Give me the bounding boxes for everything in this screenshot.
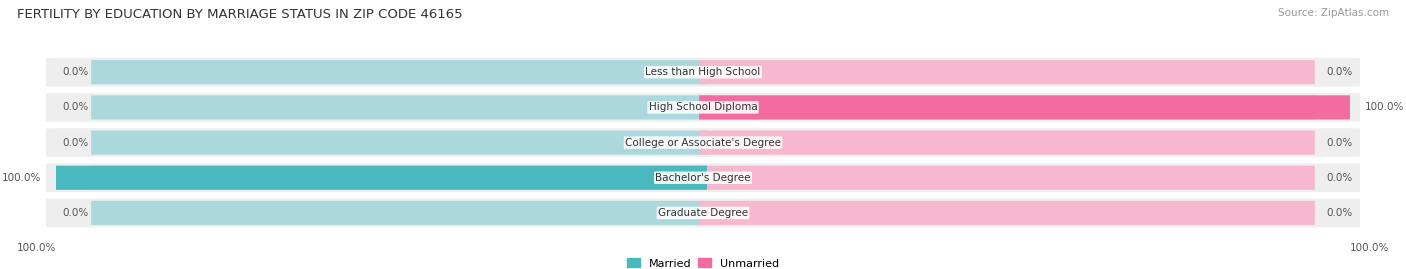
FancyBboxPatch shape <box>699 60 1315 84</box>
FancyBboxPatch shape <box>699 95 1315 119</box>
Legend: Married, Unmarried: Married, Unmarried <box>627 258 779 269</box>
FancyBboxPatch shape <box>46 199 1360 227</box>
FancyBboxPatch shape <box>46 58 1360 87</box>
Text: 0.0%: 0.0% <box>1326 208 1353 218</box>
FancyBboxPatch shape <box>46 93 1360 122</box>
Text: 0.0%: 0.0% <box>62 67 89 77</box>
FancyBboxPatch shape <box>91 201 707 225</box>
FancyBboxPatch shape <box>91 130 707 155</box>
FancyBboxPatch shape <box>699 166 1315 190</box>
Text: 100.0%: 100.0% <box>17 243 56 253</box>
Text: High School Diploma: High School Diploma <box>648 102 758 112</box>
FancyBboxPatch shape <box>91 60 707 84</box>
FancyBboxPatch shape <box>52 166 707 190</box>
Text: 0.0%: 0.0% <box>1326 137 1353 148</box>
FancyBboxPatch shape <box>46 128 1360 157</box>
Text: 0.0%: 0.0% <box>1326 67 1353 77</box>
Text: 0.0%: 0.0% <box>62 102 89 112</box>
Text: 0.0%: 0.0% <box>1326 173 1353 183</box>
FancyBboxPatch shape <box>699 130 1315 155</box>
FancyBboxPatch shape <box>699 201 1315 225</box>
Text: 100.0%: 100.0% <box>1 173 41 183</box>
Text: 0.0%: 0.0% <box>62 137 89 148</box>
Text: Less than High School: Less than High School <box>645 67 761 77</box>
Text: Graduate Degree: Graduate Degree <box>658 208 748 218</box>
FancyBboxPatch shape <box>46 163 1360 192</box>
Text: 100.0%: 100.0% <box>1350 243 1389 253</box>
Text: Bachelor's Degree: Bachelor's Degree <box>655 173 751 183</box>
Text: 100.0%: 100.0% <box>1365 102 1405 112</box>
Text: College or Associate's Degree: College or Associate's Degree <box>626 137 780 148</box>
FancyBboxPatch shape <box>699 95 1354 119</box>
FancyBboxPatch shape <box>91 166 707 190</box>
Text: 0.0%: 0.0% <box>62 208 89 218</box>
Text: Source: ZipAtlas.com: Source: ZipAtlas.com <box>1278 8 1389 18</box>
Text: FERTILITY BY EDUCATION BY MARRIAGE STATUS IN ZIP CODE 46165: FERTILITY BY EDUCATION BY MARRIAGE STATU… <box>17 8 463 21</box>
FancyBboxPatch shape <box>91 95 707 119</box>
